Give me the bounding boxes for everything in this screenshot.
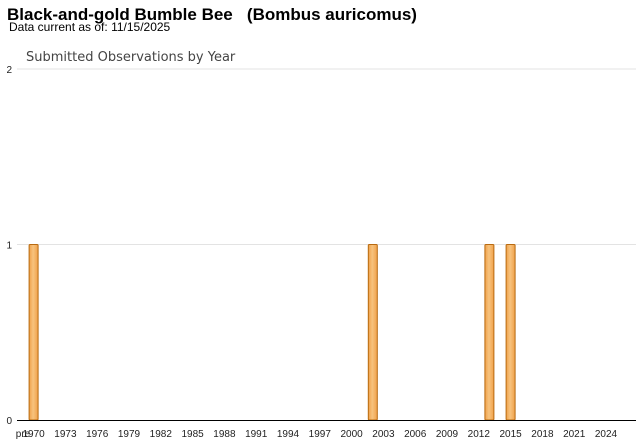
x-tick-label: 1979 <box>118 429 141 440</box>
page-header: Black-and-gold Bumble Bee (Bombus aurico… <box>7 5 417 25</box>
x-tick-label: 1970 <box>22 429 45 440</box>
y-tick-label: 0 <box>6 416 12 427</box>
x-tick-label: 2021 <box>563 429 586 440</box>
x-tick-label: 1988 <box>213 429 236 440</box>
x-tick-label: 2018 <box>531 429 554 440</box>
x-tick-label: 1985 <box>181 429 204 440</box>
x-tick-label: 2003 <box>372 429 395 440</box>
x-tick-label: 1982 <box>150 429 173 440</box>
data-current-date: 11/15/2025 <box>111 20 171 34</box>
x-tick-label: pre <box>16 429 31 440</box>
x-tick-label: 1994 <box>277 429 300 440</box>
x-tick-label: 1976 <box>86 429 109 440</box>
bar-2002 <box>367 244 378 421</box>
bar-layer <box>28 244 516 421</box>
data-current-line: Data current as of: 11/15/2025 <box>9 20 170 34</box>
x-tick-label: 1991 <box>245 429 268 440</box>
x-tick-label: 2015 <box>499 429 522 440</box>
x-tick-label: 2012 <box>468 429 491 440</box>
bar-2015 <box>505 244 516 421</box>
data-current-label: Data current as of: <box>9 20 108 34</box>
x-tick-label: 2000 <box>340 429 363 440</box>
x-tick-label: 2006 <box>404 429 427 440</box>
x-tick-label: 2009 <box>436 429 459 440</box>
bar-1970 <box>28 244 39 421</box>
x-tick-label: 1973 <box>54 429 77 440</box>
x-tick-label: 2024 <box>595 429 618 440</box>
bar-2013 <box>484 244 495 421</box>
chart-title: Submitted Observations by Year <box>26 50 236 65</box>
y-tick-label: 1 <box>6 241 12 252</box>
y-tick-label: 2 <box>6 65 12 76</box>
grid-layer: 0 1 2 <box>6 65 636 427</box>
page-title: Black-and-gold Bumble Bee (Bombus aurico… <box>7 5 417 24</box>
x-tick-label: 1997 <box>309 429 332 440</box>
